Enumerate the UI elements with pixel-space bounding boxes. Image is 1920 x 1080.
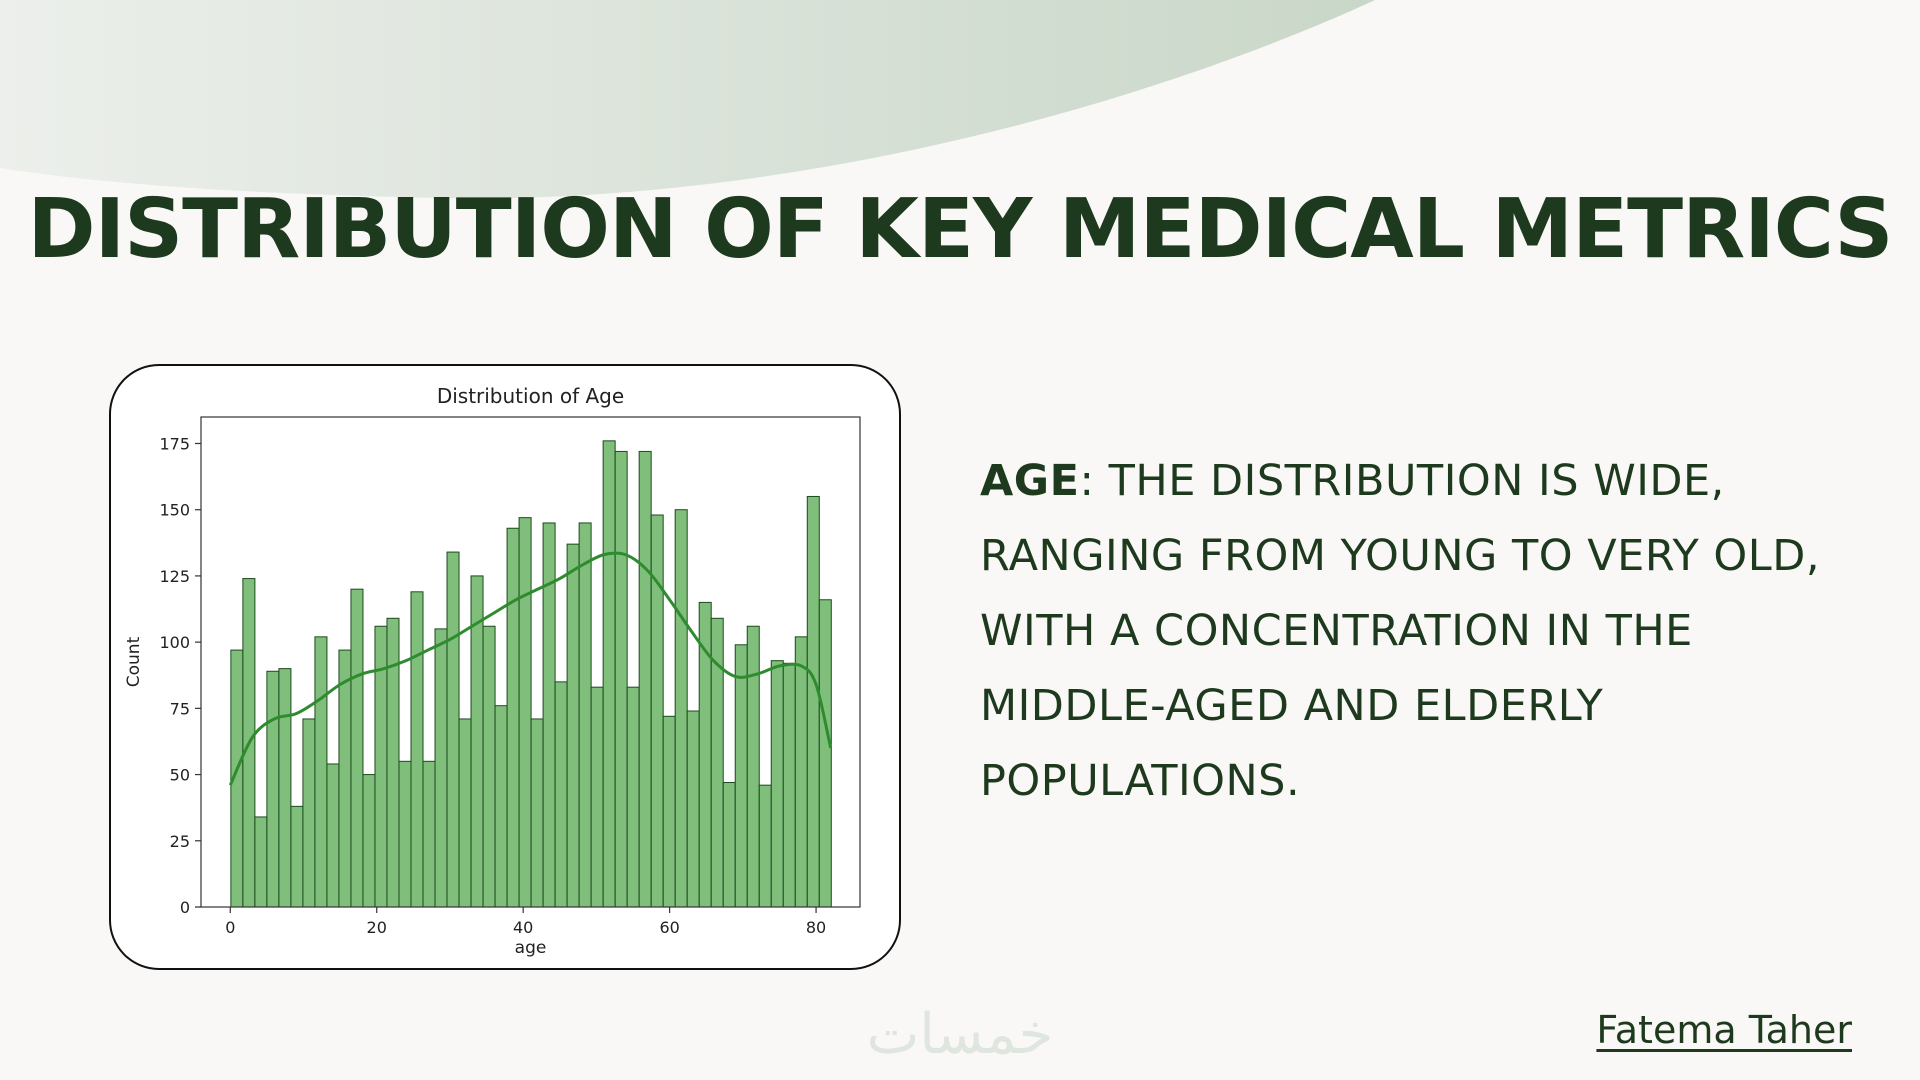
histogram-bar <box>506 527 520 908</box>
y-tick-label: 175 <box>159 434 190 453</box>
histogram-bar <box>686 710 700 908</box>
histogram-bar <box>398 760 412 908</box>
histogram-bar <box>410 591 424 908</box>
y-tick-label: 50 <box>170 766 190 785</box>
background-wave <box>0 0 1375 199</box>
khamsat-logo: خمسات <box>866 1002 1054 1067</box>
x-tick-label: 80 <box>806 918 826 937</box>
histogram-bar <box>362 774 376 908</box>
histogram-bar <box>674 509 688 908</box>
description-text: : THE DISTRIBUTION IS WIDE, RANGING FROM… <box>980 456 1820 806</box>
histogram-bar <box>266 670 280 908</box>
chart-card: Distribution of Age 0 25 50 75 100 125 150 175 0 2… <box>109 364 901 970</box>
histogram-bar <box>818 599 832 908</box>
histogram-bar <box>458 718 472 908</box>
y-tick-label: 25 <box>170 832 190 851</box>
histogram-bar <box>482 625 496 908</box>
y-tick-label: 150 <box>159 501 190 520</box>
histogram-bar <box>590 686 604 908</box>
age-description: AGE: THE DISTRIBUTION IS WIDE, RANGING F… <box>980 444 1860 819</box>
y-tick-label: 0 <box>180 898 190 917</box>
histogram-bar <box>302 718 316 908</box>
histogram-bar <box>386 617 400 908</box>
histogram-bar <box>602 440 616 908</box>
histogram-bar <box>518 517 532 908</box>
histogram-bar <box>782 662 796 908</box>
histogram-bar <box>638 450 652 908</box>
histogram-bar <box>614 450 628 908</box>
x-tick-label: 60 <box>659 918 679 937</box>
histogram-bar <box>314 636 328 908</box>
chart-title: Distribution of Age <box>437 384 624 408</box>
plot-frame <box>200 416 861 908</box>
histogram-bar <box>722 782 736 908</box>
histogram-bar <box>770 660 784 908</box>
histogram-bar <box>650 514 664 908</box>
histogram-bar <box>578 522 592 908</box>
histogram-bar <box>278 668 292 908</box>
histogram-bar <box>494 705 508 908</box>
histogram-bar <box>746 625 760 908</box>
x-axis-label: age <box>515 938 547 958</box>
y-tick-label: 75 <box>170 699 190 718</box>
histogram-bar <box>290 805 304 908</box>
histogram-bar <box>806 495 820 908</box>
histogram-bar <box>350 588 364 908</box>
histogram-bar <box>662 715 676 908</box>
histogram-bar <box>422 760 436 908</box>
x-tick-label: 0 <box>225 918 235 937</box>
histogram-bar <box>794 636 808 908</box>
slide-title: DISTRIBUTION OF KEY MEDICAL METRICS <box>27 182 1894 277</box>
histogram-bar <box>326 763 340 908</box>
y-tick-label: 100 <box>159 633 190 652</box>
histogram-bar <box>758 784 772 908</box>
author-name[interactable]: Fatema Taher <box>1596 1008 1852 1052</box>
histogram-bar <box>530 718 544 908</box>
histogram-bar <box>734 644 748 908</box>
histogram-bar <box>566 543 580 908</box>
histogram-bar <box>254 816 268 908</box>
age-histogram-chart: Distribution of Age 0 25 50 75 100 125 150 175 0 2… <box>124 384 861 958</box>
y-axis-label: Count <box>124 636 144 687</box>
description-keyword: AGE <box>980 456 1080 506</box>
x-tick-label: 20 <box>367 918 387 937</box>
histogram-bar <box>434 628 448 908</box>
kde-curve <box>228 551 833 786</box>
histogram-bar <box>446 551 460 908</box>
histogram-bar <box>338 649 352 908</box>
histogram-bar <box>554 681 568 908</box>
x-tick-label: 40 <box>513 918 533 937</box>
histogram-bar <box>626 686 640 908</box>
y-tick-label: 125 <box>159 567 190 586</box>
